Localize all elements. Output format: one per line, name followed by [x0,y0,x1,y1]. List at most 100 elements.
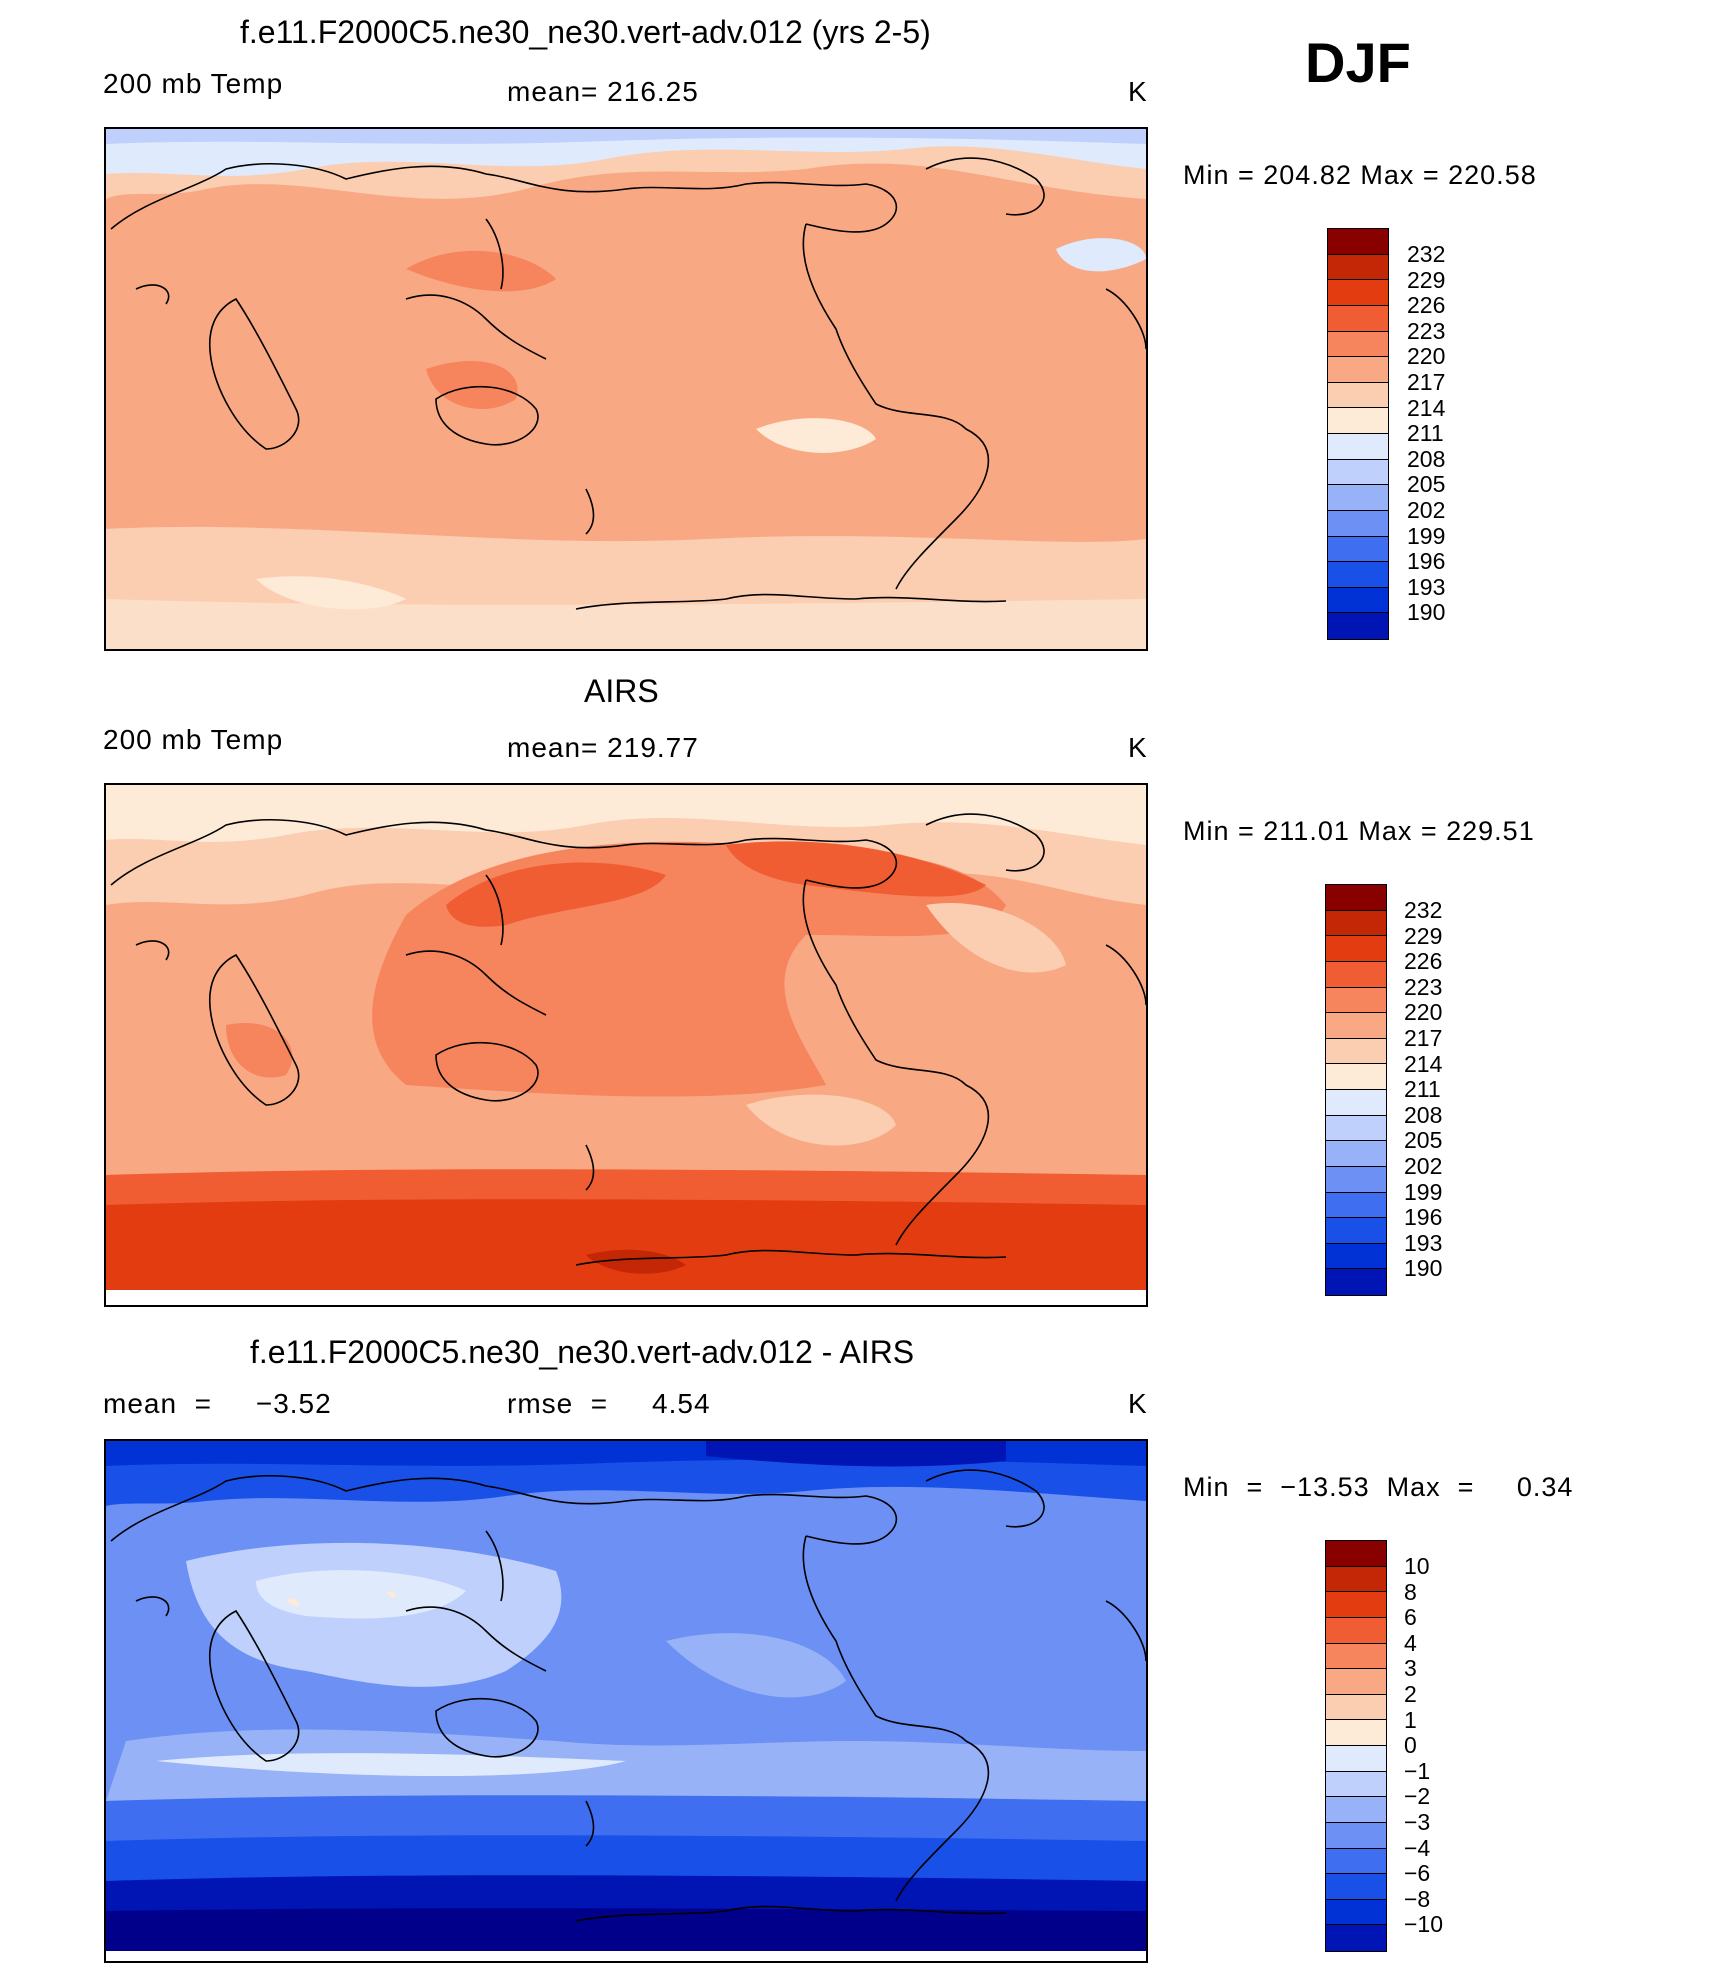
colorbar-swatch [1326,1899,1386,1926]
colorbar-swatch [1326,910,1386,937]
colorbar-swatch [1328,280,1388,306]
colorbar-tick-label: −1 [1404,1757,1431,1784]
colorbar-tick-label: 223 [1404,973,1443,1000]
colorbar-tick-label: 214 [1407,394,1446,421]
colorbar-tick-label: 211 [1407,420,1444,447]
colorbar-tick-label: 0 [1404,1732,1417,1759]
colorbar-swatch [1328,510,1388,537]
panel-2-map [104,783,1148,1307]
colorbar-tick-label: 190 [1407,599,1446,626]
colorbar-swatch [1328,536,1388,563]
panel-1-contour-field [106,129,1146,649]
colorbar-swatch [1326,987,1386,1014]
colorbar-swatch [1326,1166,1386,1193]
colorbar-tick-label: 229 [1404,922,1443,949]
colorbar-tick-label: 199 [1407,522,1446,549]
panel-3-map [104,1439,1148,1963]
panel-1-minmax-label: Min = 204.82 Max = 220.58 [1183,160,1537,190]
panel-2-unit-label: K [1128,732,1148,763]
colorbar-swatch [1326,1541,1386,1567]
colorbar-tick-label: 226 [1404,948,1443,975]
colorbar-tick-label: 232 [1404,897,1443,923]
panel-1-colorbar-labels: 232 229 226 223 220 217 214 211 208 205 202 199 196 1… [1407,241,1446,626]
colorbar-tick-label: 193 [1404,1229,1443,1256]
colorbar-tick-label: 229 [1407,266,1446,293]
colorbar-tick-label: 211 [1404,1076,1441,1103]
colorbar-swatch [1328,305,1388,332]
panel-2-colorbar [1325,884,1387,1296]
panel-3-contour-field [106,1441,1146,1961]
colorbar-tick-label: 220 [1407,343,1446,370]
colorbar-swatch [1326,961,1386,988]
colorbar-tick-label: 193 [1407,573,1446,600]
colorbar-swatch [1328,408,1388,434]
colorbar-swatch [1326,1013,1386,1039]
colorbar-swatch [1326,1617,1386,1644]
panel-3-colorbar-labels: 10 8 6 4 3 2 1 0 −1 −2 −3 −4 −6 −8 −10 [1404,1553,1444,1938]
panel-1-mean-label: mean= 216.25 [507,76,699,107]
colorbar-swatch [1326,1797,1386,1823]
colorbar-swatch [1326,1694,1386,1721]
panel-3-colorbar [1325,1540,1387,1952]
season-label: DJF [1305,31,1411,94]
colorbar-swatch [1326,1848,1386,1875]
panel-2-mean-label: mean= 219.77 [507,732,699,763]
colorbar-swatch [1328,459,1388,486]
colorbar-swatch [1328,357,1388,383]
colorbar-tick-label: 6 [1404,1604,1417,1631]
colorbar-tick-label: −8 [1404,1885,1431,1912]
panel-1-variable-label: 200 mb Temp [103,68,284,99]
colorbar-tick-label: 232 [1407,241,1446,267]
colorbar-swatch [1326,1669,1386,1695]
colorbar-swatch [1328,587,1388,614]
colorbar-swatch [1326,1064,1386,1090]
colorbar-tick-label: −3 [1404,1808,1431,1835]
panel-3-minmax-label: Min = −13.53 Max = 0.34 [1183,1472,1574,1502]
colorbar-tick-label: −4 [1404,1834,1431,1861]
panel-2-title: AIRS [584,673,659,709]
colorbar-tick-label: 202 [1404,1152,1443,1179]
colorbar-swatch [1326,1822,1386,1849]
colorbar-swatch [1328,382,1388,409]
colorbar-tick-label: 196 [1404,1204,1443,1231]
colorbar-tick-label: 10 [1404,1553,1430,1579]
panel-1-map [104,127,1148,651]
colorbar-swatch [1328,434,1388,460]
colorbar-tick-label: 2 [1404,1680,1417,1707]
colorbar-swatch [1326,1566,1386,1593]
colorbar-tick-label: −10 [1404,1911,1444,1938]
colorbar-swatch [1326,1925,1386,1951]
colorbar-swatch [1326,1141,1386,1167]
colorbar-swatch [1326,1592,1386,1618]
colorbar-swatch [1328,331,1388,358]
colorbar-tick-label: 190 [1404,1255,1443,1282]
colorbar-swatch [1326,885,1386,911]
colorbar-tick-label: 8 [1404,1578,1417,1605]
colorbar-tick-label: 199 [1404,1178,1443,1205]
colorbar-swatch [1326,1269,1386,1295]
colorbar-tick-label: 4 [1404,1629,1417,1656]
colorbar-swatch [1326,1643,1386,1670]
colorbar-swatch [1328,254,1388,281]
colorbar-tick-label: 205 [1407,471,1446,498]
colorbar-tick-label: 3 [1404,1655,1417,1682]
panel-1-colorbar [1327,228,1389,640]
colorbar-tick-label: 214 [1404,1050,1443,1077]
colorbar-tick-label: −2 [1404,1783,1431,1810]
colorbar-tick-label: 208 [1404,1101,1443,1128]
colorbar-swatch [1326,1115,1386,1142]
colorbar-swatch [1326,1243,1386,1270]
colorbar-swatch [1328,485,1388,511]
panel-1-unit-label: K [1128,76,1148,107]
panel-3-rmse-label: rmse = 4.54 [507,1388,711,1419]
panel-3-mean-label: mean = −3.52 [103,1388,332,1419]
colorbar-tick-label: 208 [1407,445,1446,472]
colorbar-tick-label: 1 [1404,1706,1417,1733]
colorbar-swatch [1326,1218,1386,1244]
colorbar-swatch [1328,562,1388,588]
colorbar-swatch [1326,1192,1386,1219]
colorbar-tick-label: 196 [1407,548,1446,575]
panel-2-contour-field [106,785,1146,1305]
colorbar-tick-label: 202 [1407,496,1446,523]
colorbar-swatch [1328,229,1388,255]
